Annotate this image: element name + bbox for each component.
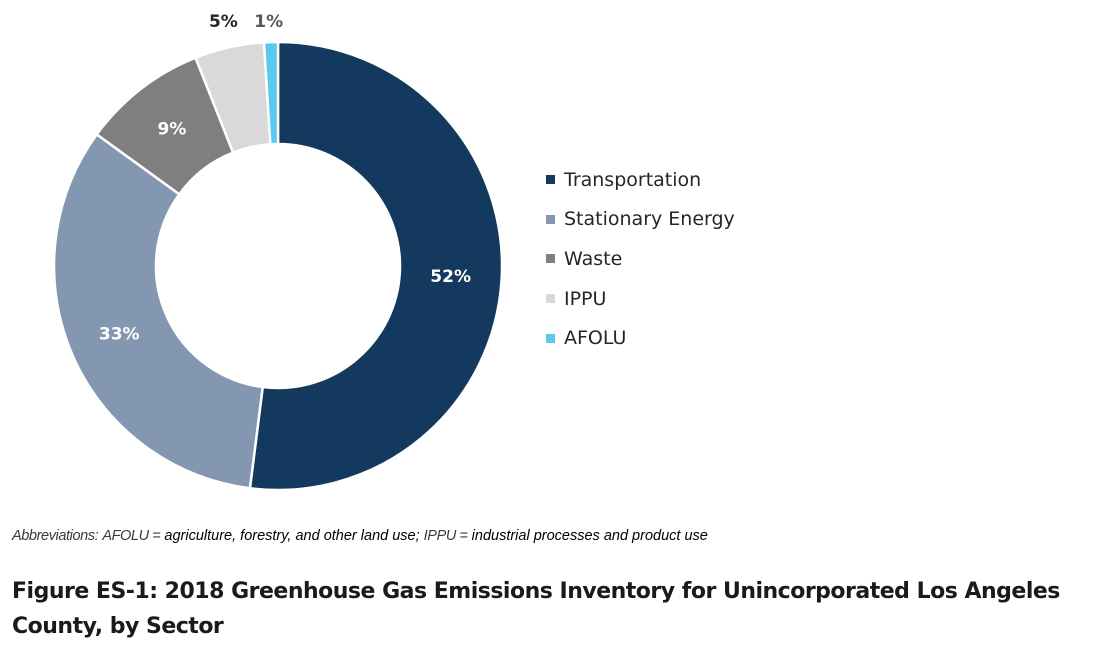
slice-transportation <box>248 40 504 492</box>
abbreviations-lead: Abbreviations: <box>12 528 99 544</box>
afolu-definition: agriculture, forestry, and other land us… <box>164 528 420 544</box>
ippu-definition: industrial processes and product use <box>471 528 708 544</box>
legend-item-transportation: Transportation <box>546 160 735 200</box>
slice-afolu <box>262 40 280 146</box>
legend-item-ippu: IPPU <box>546 279 735 319</box>
legend-label-afolu: AFOLU <box>564 327 627 350</box>
legend-item-waste: Waste <box>546 239 735 279</box>
donut-labels: 52% 33% 9% 5% 1% <box>99 12 471 345</box>
slice-label-transportation: 52% <box>430 267 471 287</box>
slice-label-ippu: 5% <box>209 12 238 32</box>
legend-swatch-stationary-energy <box>546 214 555 224</box>
legend-label-ippu: IPPU <box>564 287 607 310</box>
abbreviations-note: Abbreviations: AFOLU = agriculture, fore… <box>12 528 708 544</box>
legend-label-stationary-energy: Stationary Energy <box>564 208 735 231</box>
slice-label-waste: 9% <box>158 119 187 139</box>
legend-item-afolu: AFOLU <box>546 318 735 358</box>
slice-label-stationary-energy: 33% <box>99 325 140 345</box>
legend-swatch-afolu <box>546 333 555 343</box>
legend-item-stationary-energy: Stationary Energy <box>546 200 735 240</box>
slice-stationary-energy <box>52 132 265 490</box>
figure-title: Figure ES-1: 2018 Greenhouse Gas Emissio… <box>12 579 1060 639</box>
legend-swatch-ippu <box>546 294 555 304</box>
afolu-abbreviation: AFOLU = <box>102 528 161 544</box>
legend-swatch-transportation <box>546 175 555 185</box>
slice-label-afolu: 1% <box>254 12 283 32</box>
legend-label-waste: Waste <box>564 247 623 270</box>
chart-legend: Transportation Stationary Energy Waste IPPU… <box>546 160 735 358</box>
legend-swatch-waste <box>546 254 555 264</box>
legend-label-transportation: Transportation <box>564 168 702 191</box>
donut-chart: 52% 33% 9% 5% 1% <box>52 12 504 492</box>
donut-slices <box>52 40 504 492</box>
ippu-abbreviation: IPPU = <box>423 528 468 544</box>
